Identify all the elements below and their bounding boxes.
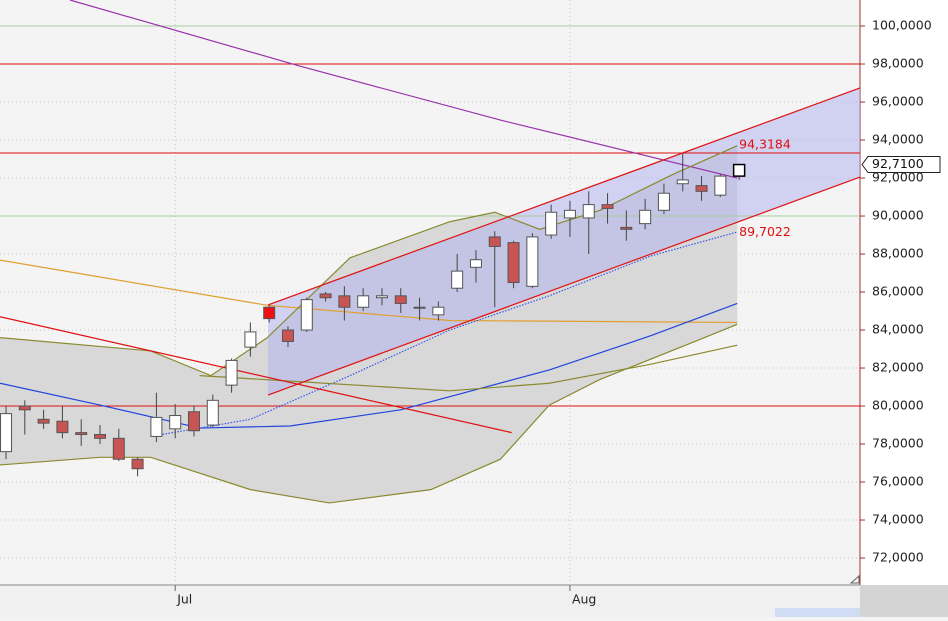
corner-panel [860, 585, 948, 617]
y-tick-label: 98,0000 [872, 56, 924, 71]
overlay-line [0, 316, 512, 434]
candle-body [0, 413, 13, 453]
candle-body [582, 204, 595, 219]
candle-body [620, 226, 633, 230]
candle-body [131, 458, 144, 470]
y-tick-label: 88,0000 [872, 246, 924, 261]
y-tick-label: 72,0000 [872, 550, 924, 565]
candle-body [319, 293, 332, 299]
y-tick-label: 90,0000 [872, 208, 924, 223]
candle-body [563, 209, 576, 219]
candle-body [169, 415, 182, 430]
y-axis-panel [860, 0, 948, 585]
overlay-line [267, 87, 861, 306]
y-tick-label: 74,0000 [872, 512, 924, 527]
candle-body [75, 432, 88, 436]
candle-body [357, 295, 370, 308]
overlay-line [69, 0, 738, 179]
candle-body [657, 192, 670, 211]
y-tick-label: 78,0000 [872, 436, 924, 451]
candle-body [545, 211, 558, 236]
candle-body [601, 204, 614, 209]
candle-body [413, 306, 426, 309]
overlay-line [0, 259, 738, 324]
candle-body [187, 411, 200, 432]
overlay-line [0, 302, 738, 429]
candle-body [507, 242, 520, 284]
candle-body [676, 179, 689, 185]
y-tick-label: 82,0000 [872, 360, 924, 375]
candle-body [639, 209, 652, 225]
x-axis-panel [0, 585, 860, 617]
candle-body [714, 175, 727, 196]
y-tick-label: 94,0000 [872, 132, 924, 147]
x-tick-label: Jul [176, 592, 192, 607]
overlay-line [267, 176, 861, 396]
candle-body [206, 399, 219, 426]
candle-body [56, 420, 69, 434]
candle-body [451, 270, 464, 289]
y-tick-label: 80,0000 [872, 398, 924, 413]
overlay-line [199, 344, 738, 392]
overlay-line [0, 323, 738, 504]
candle-body [488, 236, 501, 247]
candle-body [18, 405, 31, 411]
candle-body [375, 295, 388, 299]
candle-body [112, 437, 125, 460]
overlay-line [0, 145, 738, 377]
candle-body [469, 259, 482, 268]
level-annotation: 94,3184 [739, 136, 791, 151]
candle-body [732, 163, 746, 177]
overlay-line [150, 231, 738, 438]
candle-body [244, 331, 257, 348]
candle-body [150, 416, 163, 437]
resize-grip [849, 574, 860, 584]
y-tick-label: 84,0000 [872, 322, 924, 337]
candle-body [37, 418, 50, 424]
y-tick-label: 86,0000 [872, 284, 924, 299]
candle-body [263, 306, 276, 320]
price-label-box [861, 156, 941, 174]
candle-body [300, 299, 313, 331]
candle-body [338, 295, 351, 308]
y-tick-label: 100,0000 [872, 18, 932, 33]
candle-body [225, 359, 238, 386]
level-annotation: 89,7022 [739, 224, 791, 239]
y-tick-label: 76,0000 [872, 474, 924, 489]
y-tick-label: 96,0000 [872, 94, 924, 109]
y-tick-label: 92,0000 [872, 170, 924, 185]
candle-body [94, 434, 107, 439]
candle-body [432, 306, 445, 316]
x-tick-label: Aug [572, 592, 596, 607]
candle-body [526, 236, 539, 287]
candle-body [394, 295, 407, 304]
candle-body [281, 329, 294, 342]
price-label: 92,7100 [872, 156, 924, 171]
scrollbar [775, 608, 860, 617]
candle-body [695, 185, 708, 192]
